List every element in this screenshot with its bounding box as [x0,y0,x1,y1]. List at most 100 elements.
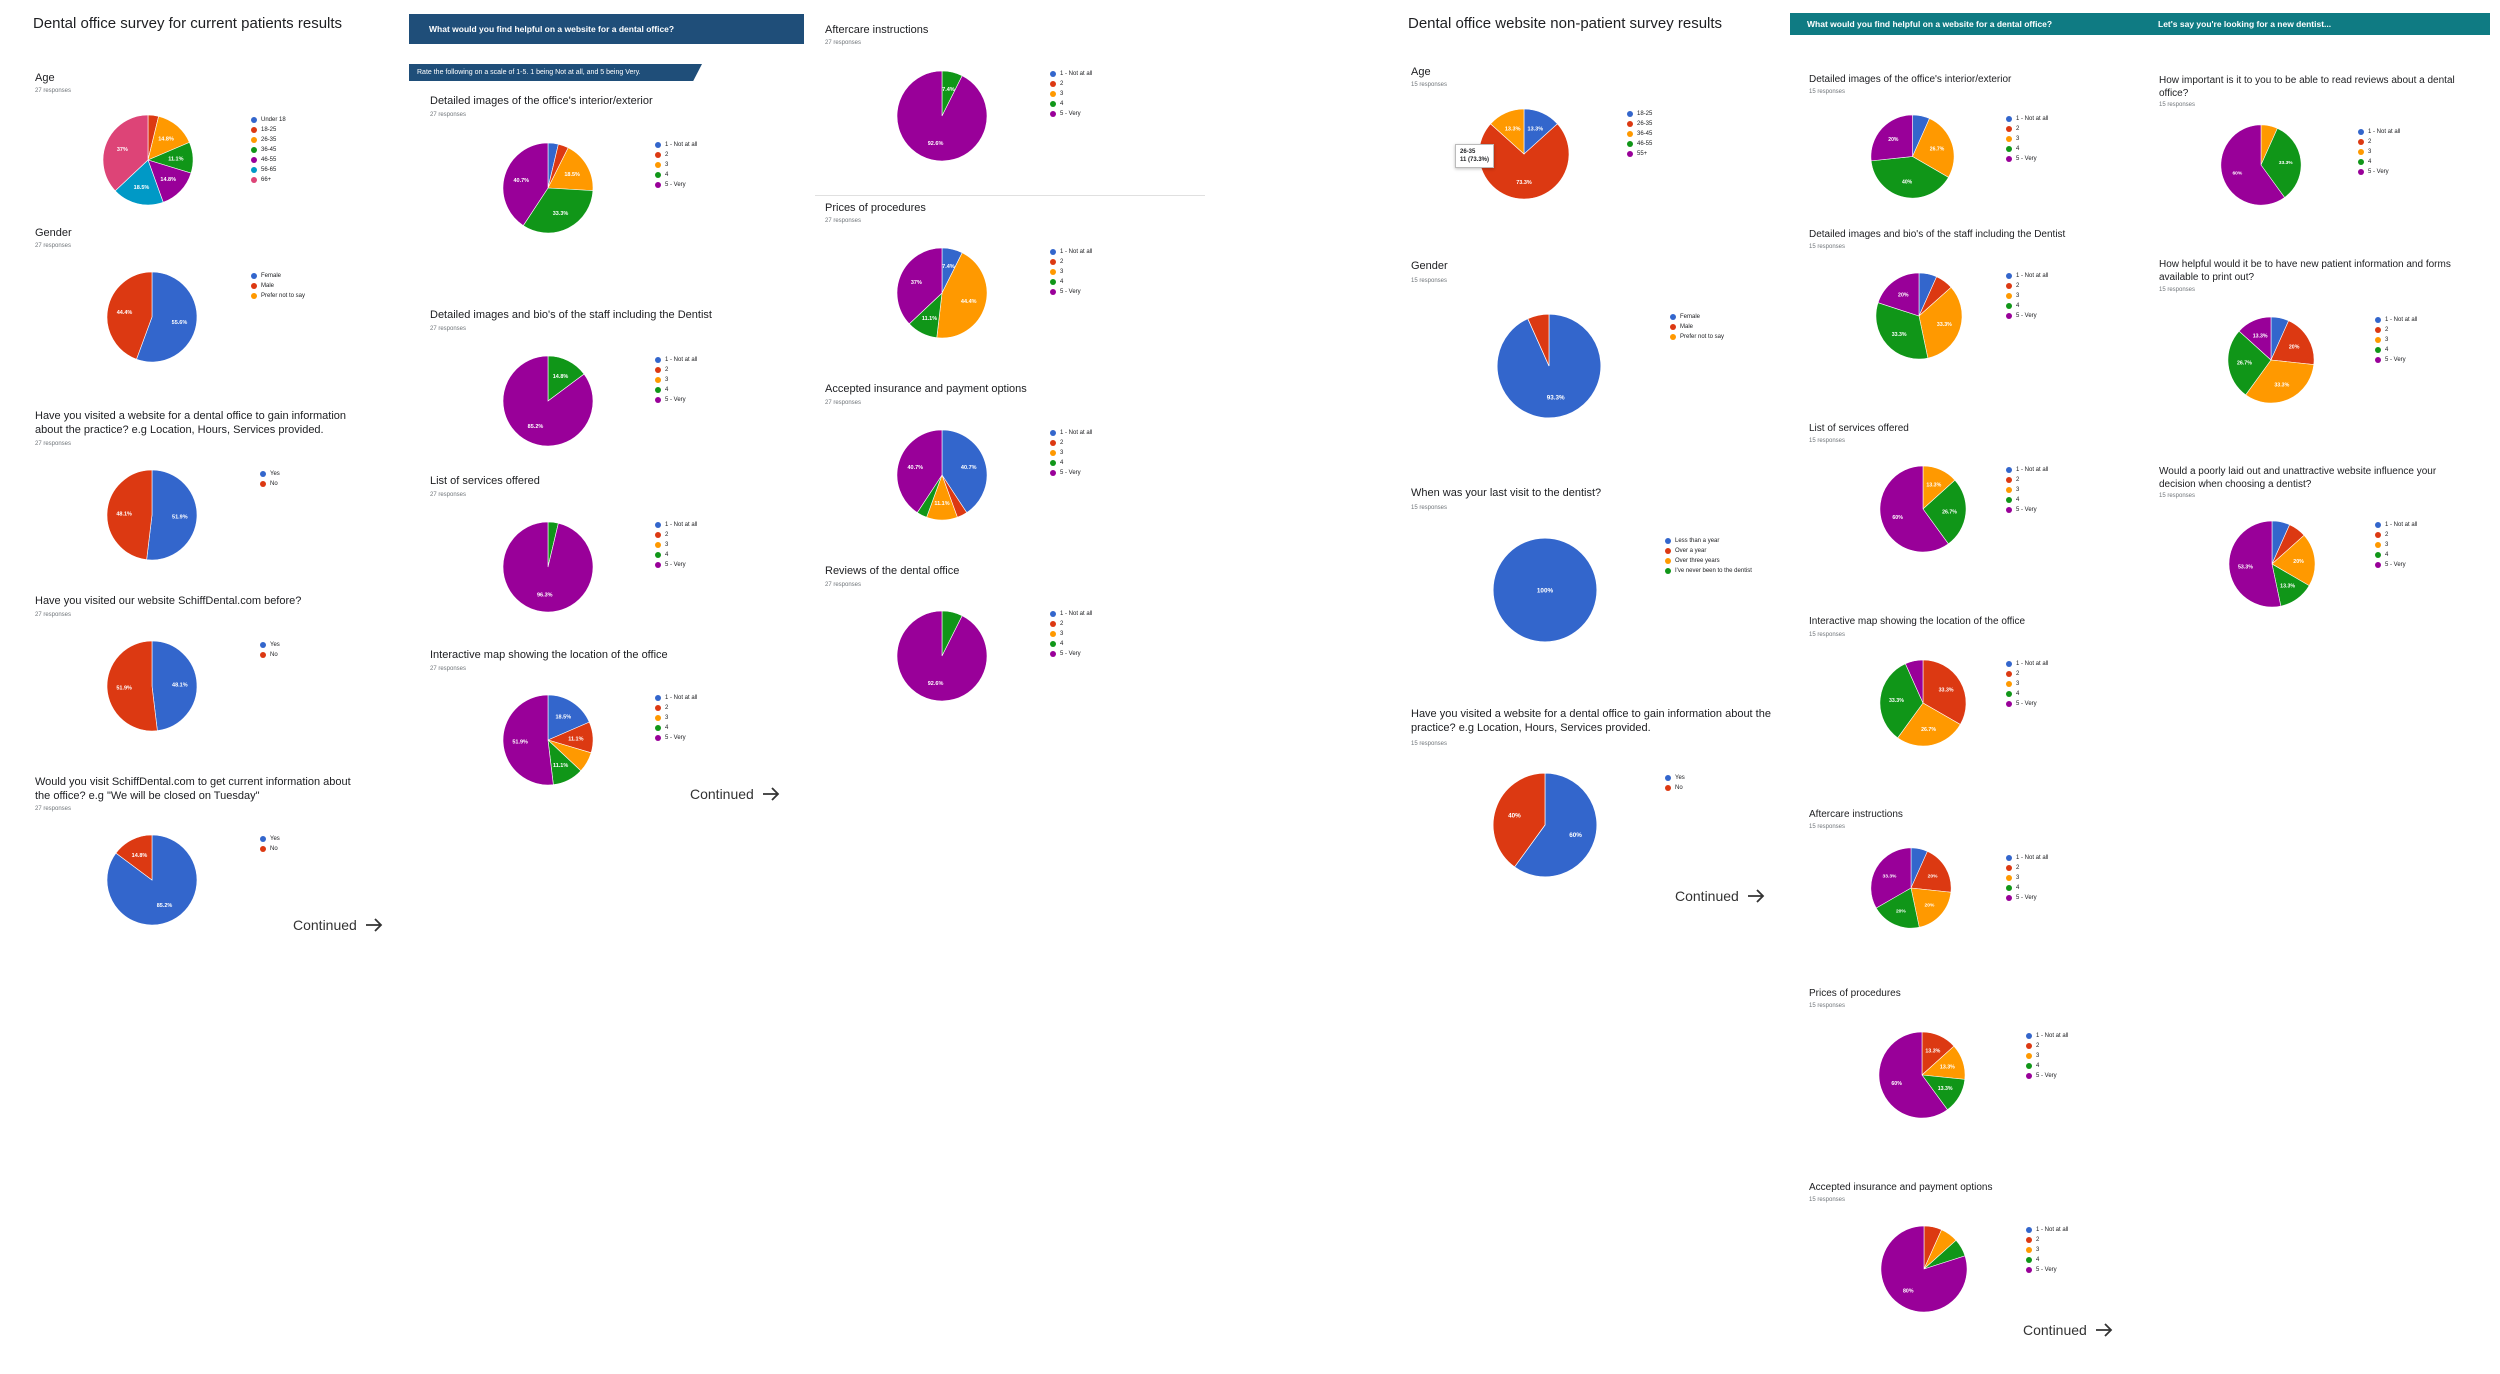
legend-item: 4 [655,550,697,560]
legend-item: Over three years [1665,556,1752,566]
interactive-map-pie-chart: 18.5% 11.1% 11.1% 51.9% [502,694,594,786]
pie-slice[interactable] [896,70,988,162]
legend-label: 3 [1060,91,1064,97]
legend-swatch [655,542,661,548]
legend-label: Male [261,283,275,289]
pie-slice[interactable] [936,252,988,339]
pie-slice[interactable] [106,469,153,561]
pie-slice[interactable] [151,640,198,732]
slice-label: 20% [2293,559,2304,565]
pie-slice[interactable] [502,142,549,227]
pie-slice[interactable] [1870,114,1913,162]
pie-slice[interactable] [1492,537,1598,643]
scale-legend: 1 - Not at all 2 3 4 5 - Very [1050,247,1092,297]
legend-label: 26-35 [261,137,277,143]
pie-slice[interactable] [547,147,594,191]
pie-slice[interactable] [1492,772,1546,868]
legend-label: 4 [1060,460,1064,466]
pie-slice[interactable] [1897,702,1961,747]
pie-slice[interactable] [1875,887,1920,929]
pie-slice[interactable] [146,469,198,561]
response-count: 15 responses [1809,824,1846,830]
pie-slice[interactable] [1922,479,1967,545]
pie-slice[interactable] [2220,124,2285,206]
slice-label: 14.8% [158,137,174,143]
pie-slice[interactable] [1910,851,1952,893]
pie-slice[interactable] [1910,887,1952,928]
slice-label: 20% [1925,902,1935,908]
continued-link[interactable]: Continued [2023,1322,2113,1338]
legend-swatch [2006,895,2012,901]
legend-label: Yes [270,642,280,648]
pie-slice[interactable] [1922,659,1967,725]
pie-slice[interactable] [1877,272,1920,317]
response-count: 15 responses [2159,493,2196,499]
legend-label: 2 [2016,283,2020,289]
pie-slice[interactable] [136,271,198,363]
pie-slice[interactable] [1878,1031,1948,1119]
continued-link[interactable]: Continued [1675,888,1765,904]
pie-slice[interactable] [102,114,149,192]
pie-slice[interactable] [1905,659,1924,704]
slice-label: 53.3% [2238,565,2253,571]
pie-slice[interactable] [896,429,943,514]
pie-slice[interactable] [502,355,594,447]
pie-slice[interactable] [106,640,158,732]
pie-slice[interactable] [2245,359,2315,404]
continued-link[interactable]: Continued [690,786,780,802]
legend-label: No [1675,785,1683,791]
age-pie-chart: 13.3% 73.3% 13.3% [1478,108,1570,200]
pie-slice[interactable] [2228,520,2282,608]
pie-slice[interactable] [1527,313,1550,367]
response-count: 15 responses [2159,287,2196,293]
pie-slice[interactable] [115,834,153,881]
legend-label: 4 [1060,101,1064,107]
continued-link[interactable]: Continued [293,917,383,933]
visited-website-pie-chart: 51.9% 48.1% [106,469,198,561]
pie-slice[interactable] [1875,302,1929,360]
pie-slice[interactable] [106,271,153,360]
pie-slice[interactable] [896,247,943,325]
legend-label: 4 [2016,303,2020,309]
pie-slice[interactable] [1514,772,1598,878]
legend-item: 1 - Not at all [655,693,697,703]
legend-label: 5 - Very [2016,895,2037,901]
legend-swatch [2358,129,2364,135]
pie-slice[interactable] [1879,663,1924,739]
legend-item: 4 [2026,1255,2068,1265]
legend-item: No [260,650,280,660]
slice-label: 20% [1928,873,1938,879]
pie-slice[interactable] [502,694,554,786]
pie-slice[interactable] [114,159,164,206]
pie-slice[interactable] [1879,465,1949,553]
pie-slice[interactable] [896,610,988,702]
pie-slice[interactable] [547,694,590,741]
pie-slice[interactable] [502,521,594,613]
legend-item: 1 - Not at all [2006,853,2048,863]
legend-label: 3 [2016,681,2020,687]
legend-label: 2 [2016,671,2020,677]
pie-slice[interactable] [2271,534,2316,587]
pie-slice[interactable] [1912,118,1955,178]
pie-slice[interactable] [2270,320,2315,365]
pie-slice[interactable] [1490,108,1525,155]
response-count: 15 responses [1411,741,1448,747]
legend-label: 3 [2036,1247,2040,1253]
legend-swatch [655,552,661,558]
legend-item: 3 [1050,267,1092,277]
pie-slice[interactable] [1870,156,1949,199]
legend-item: 2 [2006,281,2048,291]
scale-legend: 1 - Not at all 2 3 4 5 - Very [2006,853,2048,903]
legend-item: 18-25 [1627,109,1652,119]
question-title: Age [35,72,55,84]
pie-slice[interactable] [1918,286,1963,359]
pie-slice[interactable] [1870,847,1912,909]
pie-slice[interactable] [2238,316,2272,361]
scale-legend: 1 - Not at all 2 3 4 5 - Very [1050,428,1092,478]
pie-slice[interactable] [1880,1225,1968,1313]
pie-slice[interactable] [2227,330,2272,396]
legend-swatch [2006,885,2012,891]
pie-slice[interactable] [2260,128,2302,198]
age-legend: Under 18 18-25 26-35 36-45 46-55 56-65 66+ [251,115,286,185]
slice-label: 40.7% [907,465,923,471]
